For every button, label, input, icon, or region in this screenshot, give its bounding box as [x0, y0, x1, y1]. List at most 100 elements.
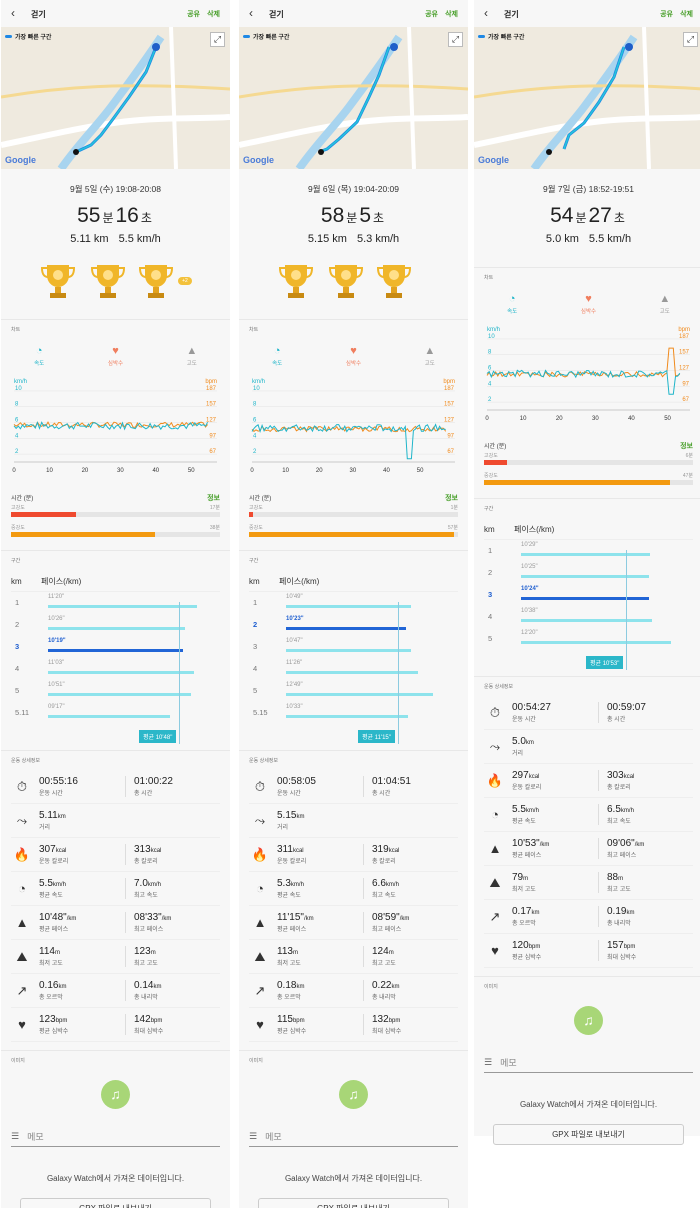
lap-pace-bar — [48, 715, 170, 718]
trophy-row[interactable] — [239, 255, 468, 311]
stat-value: 88m — [607, 872, 693, 883]
tab-speed[interactable]: ◔ 속도 — [474, 291, 550, 321]
memo-field[interactable]: ☰ 메모 — [484, 1053, 693, 1073]
stat-cell: 79m 최저 고도 — [506, 872, 598, 893]
gpx-export-button[interactable]: GPX 파일로 내보내기 — [258, 1198, 449, 1208]
intensity-row: 고강도 17분 — [11, 502, 220, 522]
gpx-export-button[interactable]: GPX 파일로 내보내기 — [20, 1198, 211, 1208]
stat-caption: 평균 심박수 — [277, 1029, 307, 1035]
average-pace-line — [398, 602, 399, 744]
intensity-fill — [249, 512, 254, 517]
delete-button[interactable]: 삭제 — [680, 11, 693, 18]
y-right-tick: 157 — [206, 402, 217, 408]
stat-value: 123bpm — [39, 1014, 125, 1025]
back-arrow-icon[interactable]: ‹ — [11, 6, 15, 20]
add-image-icon[interactable]: ♫ — [339, 1080, 368, 1109]
trophy-row[interactable]: +2 — [1, 255, 230, 311]
memo-field[interactable]: ☰ 메모 — [11, 1127, 220, 1147]
map-canvas — [239, 27, 468, 169]
trophy-icon[interactable] — [279, 261, 313, 301]
stat-value: 0.14km — [134, 980, 220, 991]
stat-caption: 운동 시간 — [39, 791, 63, 797]
share-button[interactable]: 공유 — [187, 11, 200, 18]
y-left-tick: 8 — [488, 350, 492, 356]
stat-number: 7.0 — [134, 878, 148, 889]
y-left-tick: 6 — [253, 418, 257, 424]
back-arrow-icon[interactable]: ‹ — [484, 6, 488, 20]
trophy-icon[interactable] — [91, 261, 125, 301]
tab-label: 심박수 — [580, 309, 597, 315]
trophy-icon[interactable] — [41, 261, 75, 301]
route-map[interactable]: 가장 빠른 구간 ⤢ Google — [474, 27, 700, 169]
stat-cell: 5.11km 거리 — [33, 810, 220, 831]
source-note: Galaxy Watch에서 가져온 데이터입니다. — [519, 1100, 658, 1109]
tab-heart-rate[interactable]: ♥ 심박수 — [315, 343, 391, 373]
detail-stats: ⏱ 00:54:27 운동 시간 00:59:07 총 시간 ⤳ 5.0km 거리 🔥 297kc… — [474, 696, 700, 968]
delete-button[interactable]: 삭제 — [445, 11, 458, 18]
share-button[interactable]: 공유 — [660, 11, 673, 18]
tab-speed[interactable]: ◔ 속도 — [239, 343, 315, 373]
intensity-track — [249, 512, 458, 517]
tab-altitude[interactable]: ▲ 고도 — [154, 343, 230, 373]
more-trophies-badge[interactable]: +2 — [178, 277, 192, 285]
tab-speed[interactable]: ◔ 속도 — [1, 343, 77, 373]
info-link[interactable]: 정보 — [207, 495, 220, 502]
stat-value: 297kcal — [512, 770, 598, 781]
y-left-tick: 2 — [15, 449, 19, 455]
spacer — [11, 724, 220, 742]
stat-cell: 120bpm 평균 심박수 — [506, 940, 598, 961]
tab-heart-rate[interactable]: ♥ 심박수 — [550, 291, 626, 321]
trophy-icon[interactable] — [329, 261, 363, 301]
mountain-icon: ⛰ — [254, 948, 266, 964]
lap-pace: 10'33" — [286, 704, 303, 710]
chart-section-label: 차트 — [474, 267, 700, 281]
back-arrow-icon[interactable]: ‹ — [249, 6, 253, 20]
stat-value: 319kcal — [372, 844, 458, 855]
stat-value: 6.5km/h — [607, 804, 693, 815]
trophy-icon[interactable] — [377, 261, 411, 301]
add-image-icon[interactable]: ♫ — [101, 1080, 130, 1109]
speed-icon: ◔ — [18, 881, 26, 896]
add-image-icon[interactable]: ♫ — [574, 1006, 603, 1035]
intensity-fill — [11, 532, 156, 537]
stat-unit: /km — [66, 916, 77, 922]
stat-unit: m — [150, 950, 156, 956]
intensity-track — [11, 532, 220, 537]
route-color-icon — [243, 35, 250, 38]
stat-number: 313 — [134, 844, 151, 855]
stat-number: 5.3 — [277, 878, 291, 889]
tab-heart-rate[interactable]: ♥ 심박수 — [77, 343, 153, 373]
info-link[interactable]: 정보 — [445, 495, 458, 502]
map-road — [1, 114, 230, 148]
river — [57, 34, 165, 169]
tab-altitude[interactable]: ▲ 고도 — [627, 291, 700, 321]
stat-unit: bpm — [528, 944, 541, 950]
chart-tabs: ◔ 속도 ♥ 심박수 ▲ 고도 — [239, 343, 468, 373]
memo-placeholder: 메모 — [265, 1132, 282, 1142]
x-tick: 0 — [12, 468, 16, 474]
expand-map-icon[interactable]: ⤢ — [683, 32, 698, 47]
stat-unit: kcal — [55, 848, 67, 854]
expand-map-icon[interactable]: ⤢ — [448, 32, 463, 47]
stat-unit: bpm — [55, 1018, 68, 1024]
heart-rate-series — [486, 347, 681, 378]
intensity-value: 17분 — [209, 505, 220, 511]
route-map[interactable]: 가장 빠른 구간 ⤢ Google — [239, 27, 468, 169]
memo-field[interactable]: ☰ 메모 — [249, 1127, 458, 1147]
delete-button[interactable]: 삭제 — [207, 11, 220, 18]
tab-altitude[interactable]: ▲ 고도 — [392, 343, 468, 373]
heart-rate-icon: ♥ — [491, 943, 499, 958]
info-link[interactable]: 정보 — [680, 443, 693, 450]
stat-cell: 0.16km 총 오르막 — [33, 980, 125, 1001]
trophy-icon[interactable] — [139, 261, 173, 301]
route-map[interactable]: 가장 빠른 구간 ⤢ Google — [1, 27, 230, 169]
stat-cell: 10'53"/km 평균 페이스 — [506, 838, 598, 859]
source-note: Galaxy Watch에서 가져온 데이터입니다. — [46, 1174, 185, 1183]
stat-unit: /km — [303, 916, 314, 922]
stat-value: 311kcal — [277, 844, 363, 855]
intensity-track — [249, 532, 458, 537]
gpx-export-button[interactable]: GPX 파일로 내보내기 — [493, 1124, 684, 1145]
stat-unit: km/h — [525, 808, 539, 814]
expand-map-icon[interactable]: ⤢ — [210, 32, 225, 47]
share-button[interactable]: 공유 — [425, 11, 438, 18]
